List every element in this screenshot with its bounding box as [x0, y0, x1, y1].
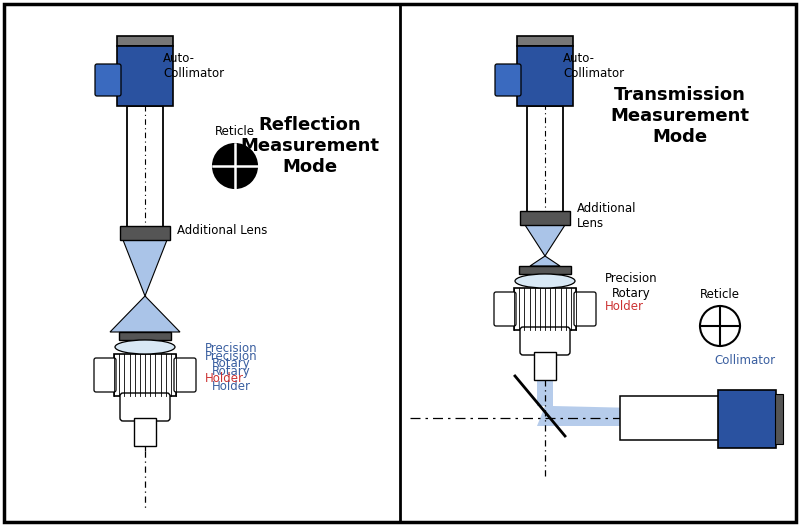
Text: Holder: Holder [605, 299, 644, 312]
Bar [117, 46, 173, 106]
FancyBboxPatch shape [495, 64, 521, 96]
FancyBboxPatch shape [174, 358, 196, 392]
Bar [114, 354, 176, 396]
Text: Additional
Lens: Additional Lens [577, 202, 637, 230]
Text: Precision
Rotary
Holder: Precision Rotary Holder [205, 349, 258, 392]
Text: Auto-
Collimator: Auto- Collimator [163, 52, 224, 80]
Text: Reticle: Reticle [215, 125, 255, 138]
Bar [517, 36, 573, 46]
Text: Auto-
Collimator: Auto- Collimator [563, 52, 624, 80]
Bar [517, 46, 573, 106]
Bar [527, 106, 563, 216]
Polygon shape [537, 352, 553, 406]
Ellipse shape [515, 274, 575, 288]
Text: Reticle: Reticle [700, 288, 740, 301]
Text: Precision
Rotary: Precision Rotary [205, 342, 258, 370]
Bar [134, 418, 156, 446]
FancyBboxPatch shape [494, 292, 516, 326]
FancyBboxPatch shape [94, 358, 116, 392]
Polygon shape [537, 406, 720, 426]
FancyBboxPatch shape [120, 393, 170, 421]
Polygon shape [110, 296, 180, 332]
Bar [620, 396, 720, 440]
Bar [127, 106, 163, 231]
Bar [514, 288, 576, 330]
Bar [534, 352, 556, 380]
Text: Holder: Holder [205, 371, 244, 385]
Text: Precision
Rotary: Precision Rotary [605, 272, 658, 300]
Bar [117, 36, 173, 46]
Text: Transmission
Measurement
Mode: Transmission Measurement Mode [610, 86, 750, 146]
Bar [718, 390, 776, 448]
Text: Additional Lens: Additional Lens [177, 225, 267, 238]
Bar [119, 332, 171, 340]
FancyBboxPatch shape [95, 64, 121, 96]
Circle shape [213, 144, 257, 188]
Bar [520, 211, 570, 225]
Polygon shape [123, 240, 167, 296]
Polygon shape [525, 225, 565, 256]
Circle shape [700, 306, 740, 346]
Text: Reflection
Measurement
Mode: Reflection Measurement Mode [241, 116, 379, 176]
Bar [775, 394, 783, 444]
Bar [120, 226, 170, 240]
Bar [519, 266, 571, 274]
FancyBboxPatch shape [574, 292, 596, 326]
Polygon shape [530, 256, 560, 266]
FancyBboxPatch shape [520, 327, 570, 355]
Text: Collimator: Collimator [714, 355, 775, 368]
Ellipse shape [115, 340, 175, 354]
